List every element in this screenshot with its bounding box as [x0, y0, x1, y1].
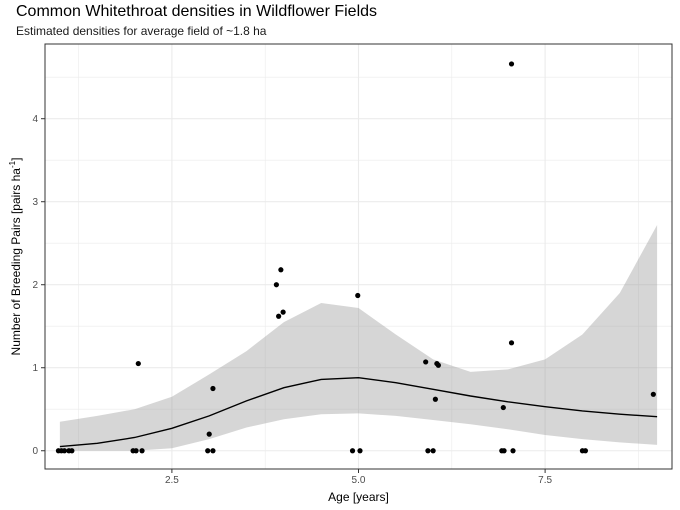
- data-point: [582, 448, 589, 454]
- data-point: [357, 448, 363, 454]
- data-point: [508, 61, 515, 67]
- fit-line: [59, 376, 658, 448]
- data-point: [423, 359, 429, 365]
- confidence-band-layer: [59, 225, 658, 451]
- data-point: [435, 362, 441, 368]
- y-tick-label: 2: [32, 280, 38, 291]
- data-point: [430, 448, 436, 454]
- data-point: [276, 313, 282, 319]
- x-tick-label: 2.5: [165, 475, 179, 486]
- data-point: [349, 448, 356, 454]
- grid-lines: [45, 44, 672, 469]
- x-tick-label: 7.5: [538, 475, 552, 486]
- y-axis-title-superscript: -1: [8, 160, 17, 168]
- axes: 2.5 5.0 7.5 0 1 2 3 4: [32, 114, 552, 486]
- y-tick-label: 4: [32, 114, 38, 125]
- x-tick-label: 5.0: [352, 475, 366, 486]
- data-point: [210, 448, 216, 454]
- data-point: [133, 448, 139, 454]
- data-point: [501, 448, 507, 454]
- chart-subtitle: Estimated densities for average field of…: [16, 24, 267, 38]
- data-point: [273, 282, 279, 288]
- data-points-layer: [55, 61, 656, 454]
- data-point: [500, 404, 506, 411]
- data-point: [210, 385, 216, 392]
- chart-title: Common Whitethroat densities in Wildflow…: [16, 3, 378, 20]
- data-point: [280, 309, 286, 315]
- fit-line-layer: [59, 376, 658, 448]
- x-axis-title: Age [years]: [328, 490, 389, 504]
- data-point: [278, 267, 284, 273]
- data-point: [432, 396, 438, 402]
- data-point: [650, 391, 656, 397]
- data-point: [61, 448, 68, 454]
- data-point: [510, 448, 516, 454]
- y-axis-title-suffix: ]: [9, 158, 23, 161]
- y-axis-title: Number of Breeding Pairs [pairs ha-1]: [8, 158, 23, 356]
- confidence-band: [59, 225, 658, 451]
- y-tick-label: 0: [32, 446, 38, 457]
- data-point: [355, 292, 361, 299]
- data-point: [205, 448, 211, 454]
- data-point: [508, 340, 515, 346]
- data-point: [135, 360, 141, 367]
- y-axis-title-main: Number of Breeding Pairs [pairs ha: [9, 168, 23, 356]
- data-point: [69, 448, 75, 454]
- data-point: [206, 431, 212, 437]
- data-point: [425, 448, 431, 454]
- y-tick-label: 3: [32, 197, 38, 208]
- y-tick-label: 1: [32, 363, 38, 374]
- data-point: [139, 448, 145, 454]
